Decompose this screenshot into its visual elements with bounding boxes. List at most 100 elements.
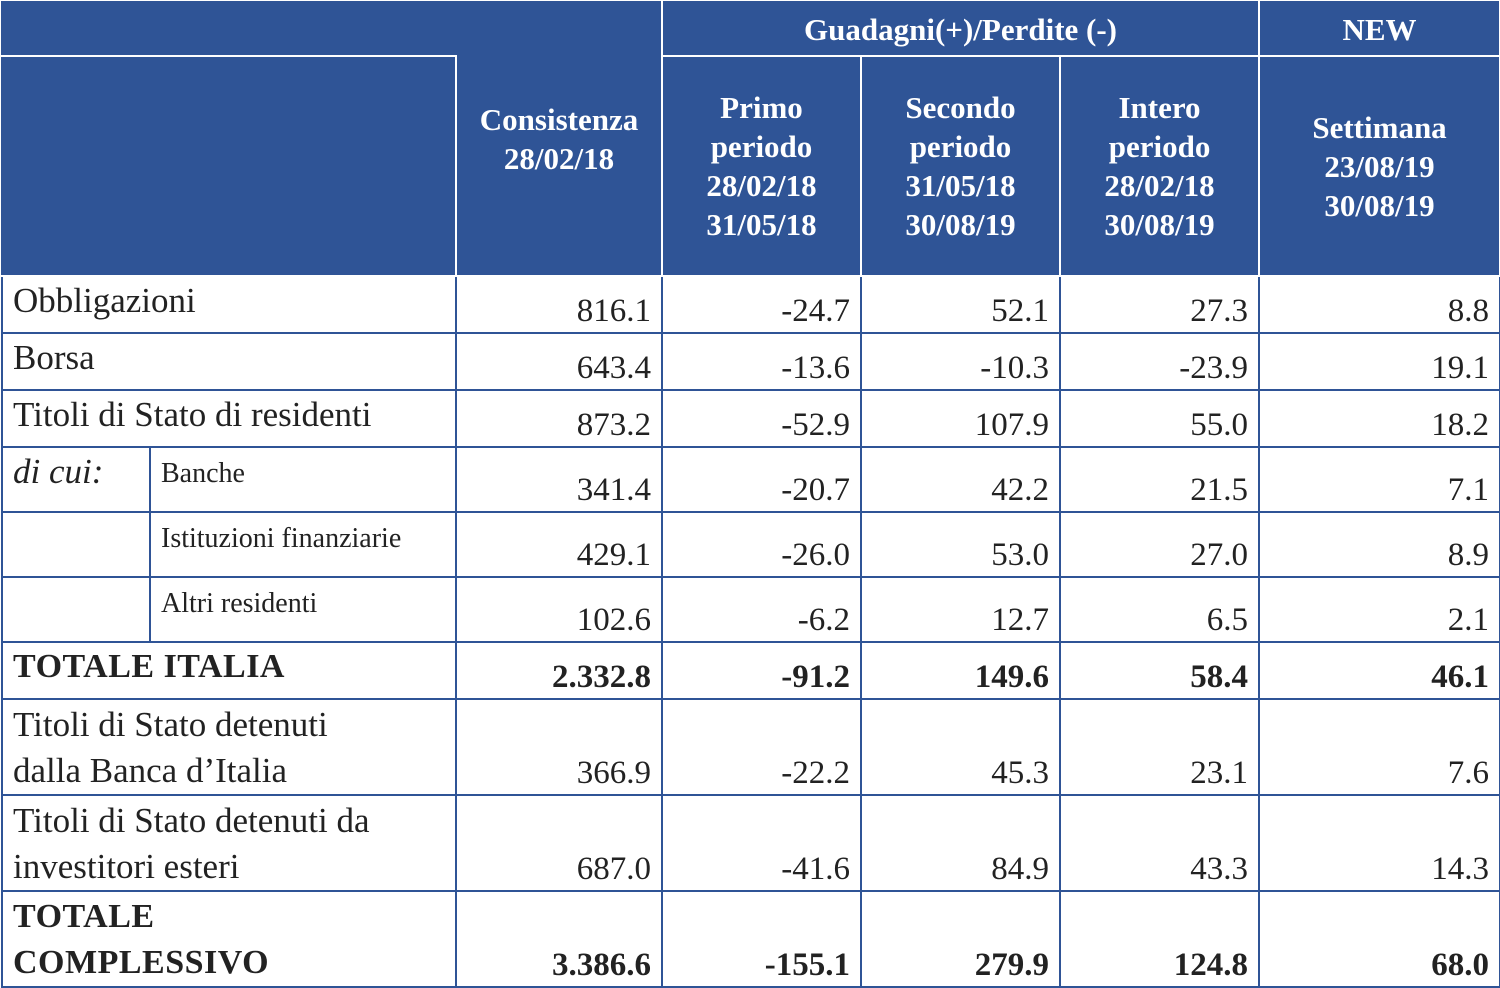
row-prefix-empty [1,511,151,578]
cell-intero: 23.1 [1058,698,1261,796]
row-label-line1: Titoli di Stato detenuti [13,705,328,744]
cell-primo: -91.2 [661,641,862,700]
cell-intero: 27.3 [1058,275,1261,334]
cell-primo: -22.2 [661,698,862,796]
cell-consistenza: 643.4 [455,332,663,391]
cell-settimana: 8.8 [1258,275,1500,334]
cell-settimana: 18.2 [1258,389,1500,448]
cell-intero: 43.3 [1058,794,1261,892]
row-label: Borsa [1,332,457,391]
cell-secondo: 107.9 [860,389,1061,448]
row-label-line2: dalla Banca d’Italia [13,751,288,790]
cell-consistenza: 687.0 [455,794,663,892]
cell-settimana: 68.0 [1258,890,1500,988]
row-label: Titoli di Stato di residenti [1,389,457,448]
header-secondo-line4: 30/08/19 [905,207,1016,242]
table-row-total-complessivo: TOTALE COMPLESSIVO 3.386.6 -155.1 279.9 … [1,890,1500,988]
header-secondo-line2: periodo [909,129,1012,164]
row-label: Obbligazioni [1,275,457,334]
header-settimana: Settimana 23/08/19 30/08/19 [1258,55,1500,277]
row-prefix-empty [1,576,151,643]
cell-settimana: 14.3 [1258,794,1500,892]
cell-primo: -13.6 [661,332,862,391]
cell-consistenza: 429.1 [455,511,663,578]
table-row: di cui: Banche 341.4 -20.7 42.2 21.5 7.1 [1,446,1500,513]
cell-consistenza: 102.6 [455,576,663,643]
header-intero-line3: 28/02/18 [1104,168,1215,203]
cell-settimana: 8.9 [1258,511,1500,578]
cell-primo: -155.1 [661,890,862,988]
row-label: Titoli di Stato detenuti da investitori … [1,794,457,892]
header-corner [1,1,457,57]
header-intero-line1: Intero [1118,90,1201,125]
header-settimana-line2: 23/08/19 [1324,148,1435,184]
cell-primo: -26.0 [661,511,862,578]
table-row: Obbligazioni 816.1 -24.7 52.1 27.3 8.8 [1,275,1500,334]
header-intero-line4: 30/08/19 [1104,207,1215,242]
cell-primo: -52.9 [661,389,862,448]
cell-intero: 58.4 [1058,641,1261,700]
header-consistenza-line2: 28/02/18 [503,141,615,176]
header-corner-lower [1,55,457,277]
cell-primo: -24.7 [661,275,862,334]
cell-intero: 124.8 [1058,890,1261,988]
cell-secondo: -10.3 [860,332,1061,391]
cell-secondo: 45.3 [860,698,1061,796]
cell-primo: -20.7 [661,446,862,513]
header-intero-line2: periodo [1108,129,1211,164]
table-row: Altri residenti 102.6 -6.2 12.7 6.5 2.1 [1,576,1500,643]
header-secondo: Secondo periodo 31/05/18 30/08/19 [860,55,1061,277]
header-secondo-line1: Secondo [905,90,1016,125]
cell-settimana: 7.6 [1258,698,1500,796]
row-label-line1: Titoli di Stato detenuti da [13,801,370,840]
table-row-total-italia: TOTALE ITALIA 2.332.8 -91.2 149.6 58.4 4… [1,641,1500,700]
cell-secondo: 149.6 [860,641,1061,700]
cell-intero: -23.9 [1058,332,1261,391]
header-primo-line1: Primo [720,90,803,125]
row-label-line2: investitori esteri [13,847,240,886]
cell-consistenza: 3.386.6 [455,890,663,988]
cell-settimana: 2.1 [1258,576,1500,643]
cell-secondo: 12.7 [860,576,1061,643]
header-settimana-line1: Settimana [1312,109,1447,145]
header-consistenza: Consistenza 28/02/18 [455,1,663,277]
row-label: Istituzioni finanziarie [149,511,457,578]
cell-primo: -6.2 [661,576,862,643]
cell-secondo: 53.0 [860,511,1061,578]
table-row: Titoli di Stato detenuti dalla Banca d’I… [1,698,1500,796]
row-label: Titoli di Stato detenuti dalla Banca d’I… [1,698,457,796]
header-secondo-line3: 31/05/18 [905,168,1016,203]
header-group-gains: Guadagni(+)/Perdite (-) [660,1,1261,57]
cell-consistenza: 816.1 [455,275,663,334]
header-group-new: NEW [1258,1,1500,57]
table-row: Istituzioni finanziarie 429.1 -26.0 53.0… [1,511,1500,578]
cell-intero: 27.0 [1058,511,1261,578]
row-label-line1: TOTALE [13,898,155,935]
cell-secondo: 279.9 [860,890,1061,988]
table-row: Borsa 643.4 -13.6 -10.3 -23.9 19.1 [1,332,1500,391]
header-consistenza-line1: Consistenza [479,102,639,137]
cell-intero: 6.5 [1058,576,1261,643]
row-prefix-di-cui: di cui: [1,446,151,513]
row-label: TOTALE COMPLESSIVO [1,890,457,988]
cell-secondo: 42.2 [860,446,1061,513]
header-intero: Intero periodo 28/02/18 30/08/19 [1058,55,1261,277]
cell-intero: 55.0 [1058,389,1261,448]
cell-consistenza: 2.332.8 [455,641,663,700]
row-label: Altri residenti [149,576,457,643]
header-primo-line2: periodo [710,129,813,164]
cell-settimana: 7.1 [1258,446,1500,513]
header-primo-line4: 31/05/18 [706,207,817,242]
header-primo: Primo periodo 28/02/18 31/05/18 [661,55,862,277]
cell-settimana: 46.1 [1258,641,1500,700]
cell-primo: -41.6 [661,794,862,892]
table-row: Titoli di Stato detenuti da investitori … [1,794,1500,892]
cell-secondo: 84.9 [860,794,1061,892]
cell-consistenza: 341.4 [455,446,663,513]
row-label: Banche [149,446,457,513]
table-row: Titoli di Stato di residenti 873.2 -52.9… [1,389,1500,448]
cell-consistenza: 873.2 [455,389,663,448]
cell-secondo: 52.1 [860,275,1061,334]
